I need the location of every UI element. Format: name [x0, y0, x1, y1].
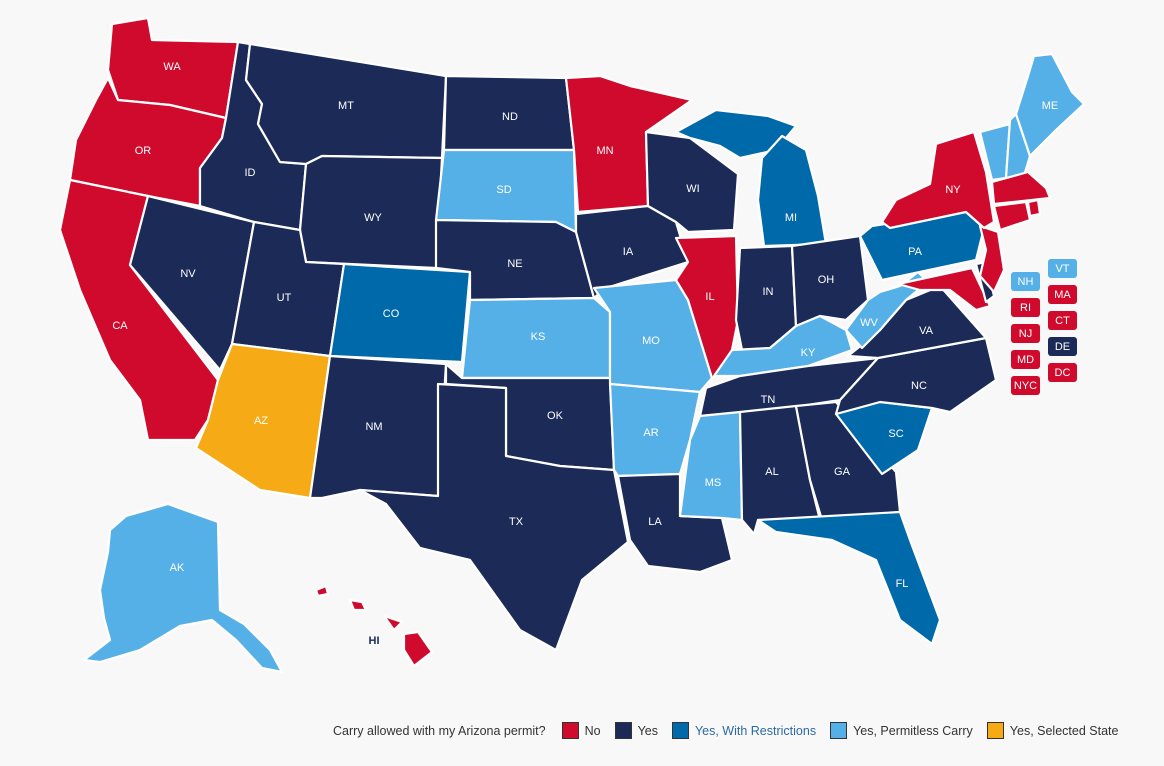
legend-item-yes[interactable]: Yes — [614, 722, 658, 739]
state-ri[interactable] — [1026, 198, 1042, 218]
legend-label-selected: Yes, Selected State — [1009, 723, 1119, 738]
map-legend: Carry allowed with my Arizona permit? No… — [333, 722, 1132, 739]
state-la[interactable] — [616, 472, 734, 574]
state-fl[interactable] — [756, 510, 942, 646]
state-hi-4[interactable] — [402, 630, 434, 668]
legend-swatch-restrictions — [671, 722, 689, 739]
legend-item-no[interactable]: No — [561, 722, 601, 739]
us-map: WA OR CA ID NV MT WY UT AZ CO NM ND SD N… — [58, 16, 1086, 674]
state-oh[interactable] — [790, 234, 870, 328]
state-il[interactable] — [674, 234, 740, 380]
state-ct[interactable] — [992, 200, 1032, 232]
legend-question: Carry allowed with my Arizona permit? — [333, 723, 546, 738]
state-hi-2[interactable] — [348, 598, 368, 612]
legend-label-permitless: Yes, Permitless Carry — [853, 723, 973, 738]
state-mt[interactable] — [244, 42, 448, 166]
state-mi[interactable] — [756, 134, 828, 248]
legend-swatch-selected — [986, 722, 1004, 739]
state-tx[interactable] — [358, 382, 630, 652]
state-co[interactable] — [328, 262, 472, 364]
legend-swatch-no — [561, 722, 579, 739]
badge-vt[interactable]: VT — [1048, 259, 1077, 278]
state-nd[interactable] — [442, 74, 576, 152]
legend-label-restrictions: Yes, With Restrictions — [694, 723, 817, 738]
badge-nj[interactable]: NJ — [1011, 324, 1040, 343]
state-hi-1[interactable] — [314, 584, 330, 598]
state-hi-3[interactable] — [382, 614, 404, 632]
legend-label-yes: Yes — [637, 723, 658, 738]
state-wv[interactable] — [844, 270, 930, 350]
legend-swatch-yes — [614, 722, 632, 739]
badge-ct[interactable]: CT — [1048, 311, 1077, 330]
state-wy[interactable] — [298, 154, 444, 270]
legend-item-selected[interactable]: Yes, Selected State — [986, 722, 1119, 739]
state-ak[interactable] — [82, 502, 284, 674]
small-state-badges: VT NH MA RI CT NJ DE MD DC NYC — [1011, 259, 1081, 399]
badge-de[interactable]: DE — [1048, 337, 1077, 356]
state-me[interactable] — [1014, 52, 1086, 158]
state-wi[interactable] — [644, 130, 740, 234]
legend-item-restrictions[interactable]: Yes, With Restrictions — [671, 722, 817, 739]
legend-label-no: No — [584, 723, 601, 738]
badge-nyc[interactable]: NYC — [1011, 376, 1040, 395]
badge-nh[interactable]: NH — [1011, 272, 1040, 291]
badge-ma[interactable]: MA — [1048, 285, 1077, 304]
badge-ri[interactable]: RI — [1011, 298, 1040, 317]
state-md[interactable] — [896, 266, 992, 312]
state-ny[interactable] — [880, 130, 996, 230]
legend-item-permitless[interactable]: Yes, Permitless Carry — [830, 722, 973, 739]
state-nm[interactable] — [308, 354, 448, 500]
state-nj[interactable] — [978, 224, 1006, 294]
badge-md[interactable]: MD — [1011, 350, 1040, 369]
label-hi: HI — [369, 635, 380, 647]
state-ma[interactable] — [990, 170, 1052, 206]
legend-swatch-permitless — [830, 722, 848, 739]
state-ks[interactable] — [460, 296, 612, 380]
badge-dc[interactable]: DC — [1048, 363, 1077, 382]
state-nh[interactable] — [1004, 112, 1032, 180]
